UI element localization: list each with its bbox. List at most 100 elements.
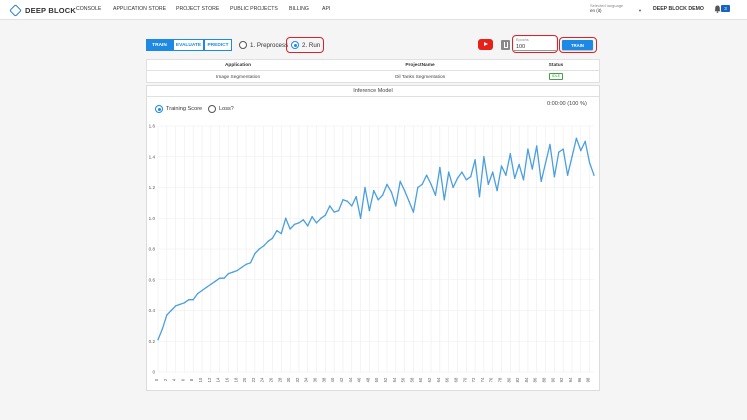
x-tick-label: 40 <box>330 377 335 382</box>
data-point <box>562 148 564 150</box>
data-point <box>170 309 172 312</box>
train-button[interactable]: TRAIN <box>562 40 593 50</box>
x-tick-label: 64 <box>436 377 441 382</box>
preprocess-label[interactable]: 1. Preprocess <box>250 42 289 49</box>
data-point <box>447 171 450 173</box>
data-point <box>262 245 265 247</box>
data-point <box>509 152 512 155</box>
epochs-input[interactable] <box>516 43 554 50</box>
data-point <box>245 263 247 266</box>
series-line-training-score <box>157 137 595 340</box>
data-point <box>540 180 542 183</box>
data-point <box>452 186 454 189</box>
x-tick-label: 90 <box>550 377 555 382</box>
training-score-label[interactable]: Training Score <box>166 106 203 112</box>
data-point <box>421 183 423 186</box>
data-point <box>346 200 349 203</box>
help-icon: ? <box>230 106 234 112</box>
x-tick-label: 86 <box>533 377 538 382</box>
panel-title: Inference Model <box>147 86 599 97</box>
training-score-radio[interactable] <box>155 105 163 113</box>
logo[interactable]: DEEP BLOCK <box>9 3 77 17</box>
data-point <box>373 189 375 192</box>
preprocess-radio[interactable] <box>239 41 247 49</box>
data-point <box>192 299 194 301</box>
data-point <box>390 191 393 193</box>
evaluate-tab[interactable]: EVALUATE <box>173 39 204 51</box>
notification-badge: 3 <box>721 5 730 12</box>
nav-application-store[interactable]: APPLICATION STORE <box>113 6 167 12</box>
run-label[interactable]: 2. Run <box>302 42 321 49</box>
data-point <box>298 222 300 224</box>
x-tick-label: 74 <box>480 377 485 382</box>
data-point <box>492 171 494 173</box>
x-tick-label: 84 <box>524 377 529 382</box>
data-point <box>342 199 344 201</box>
data-point <box>377 199 379 201</box>
run-radio[interactable] <box>291 41 299 49</box>
data-point <box>434 194 437 196</box>
nav-public-projects[interactable]: PUBLIC PROJECTS <box>230 6 278 12</box>
x-tick-label: 60 <box>418 377 423 382</box>
project-info-table: Application ProjectName Status Image Seg… <box>146 59 600 83</box>
epochs-field[interactable]: Epochs <box>514 37 556 51</box>
data-point <box>514 177 516 179</box>
data-point <box>166 314 168 316</box>
youtube-play-icon[interactable] <box>478 39 493 50</box>
x-tick-label: 44 <box>348 377 353 382</box>
data-point <box>425 174 428 176</box>
x-tick-label: 94 <box>568 377 573 382</box>
data-point <box>161 328 164 330</box>
nav-billing[interactable]: BILLING <box>289 6 309 12</box>
user-name[interactable]: DEEP BLOCK DEMO <box>653 6 704 12</box>
nav-console[interactable]: CONSOLE <box>76 6 102 12</box>
data-point <box>544 162 547 164</box>
data-point <box>240 266 243 269</box>
predict-tab[interactable]: PREDICT <box>204 39 232 51</box>
x-tick-label: 2 <box>163 378 168 381</box>
data-point <box>549 143 551 146</box>
train-tab[interactable]: TRAIN <box>146 39 173 51</box>
data-point <box>505 174 507 176</box>
training-score-chart: 00.20.40.60.81.01.21.41.60 2 4 6 8 10 12 14 16 18… <box>149 124 595 382</box>
data-point <box>571 156 573 158</box>
data-point <box>386 183 388 186</box>
data-point <box>496 189 498 192</box>
loss-label[interactable]: Loss? <box>219 106 234 112</box>
data-point <box>399 180 401 183</box>
data-point <box>408 200 410 203</box>
data-point <box>395 205 397 207</box>
epochs-label: Epochs <box>516 38 529 42</box>
data-point <box>430 183 432 186</box>
data-point <box>351 205 353 207</box>
data-point <box>311 216 313 218</box>
data-point <box>179 303 181 306</box>
x-tick-label: 46 <box>357 377 362 382</box>
bell-icon[interactable] <box>714 5 721 13</box>
top-nav-bar: DEEP BLOCK CONSOLE APPLICATION STORE PRO… <box>0 0 747 20</box>
data-point <box>324 214 327 216</box>
nav-project-store[interactable]: PROJECT STORE <box>176 6 220 12</box>
loss-radio[interactable] <box>208 105 216 113</box>
data-point <box>584 140 586 143</box>
x-tick-label: 50 <box>374 377 379 382</box>
x-tick-label: 96 <box>577 377 582 382</box>
cell-application: Image Segmentation <box>215 75 261 80</box>
data-point <box>157 339 159 341</box>
epochs-highlight <box>512 35 558 53</box>
data-point <box>249 262 252 264</box>
table-row: Image Segmentation Oil Tanks Segmentatio… <box>147 72 599 83</box>
data-point <box>439 166 441 169</box>
chevron-down-icon[interactable]: ▼ <box>638 8 642 13</box>
language-selector[interactable]: Selected language en (it) <box>590 3 623 13</box>
x-tick-label: 58 <box>409 377 414 382</box>
x-tick-label: 48 <box>365 377 370 382</box>
nav-api[interactable]: API <box>322 6 331 12</box>
data-point <box>553 176 556 178</box>
x-tick-label: 6 <box>180 378 185 381</box>
data-point <box>364 186 366 189</box>
logo-text: DEEP BLOCK <box>25 5 77 15</box>
data-point <box>483 156 485 158</box>
data-point <box>254 252 256 255</box>
trash-icon[interactable] <box>501 40 510 50</box>
